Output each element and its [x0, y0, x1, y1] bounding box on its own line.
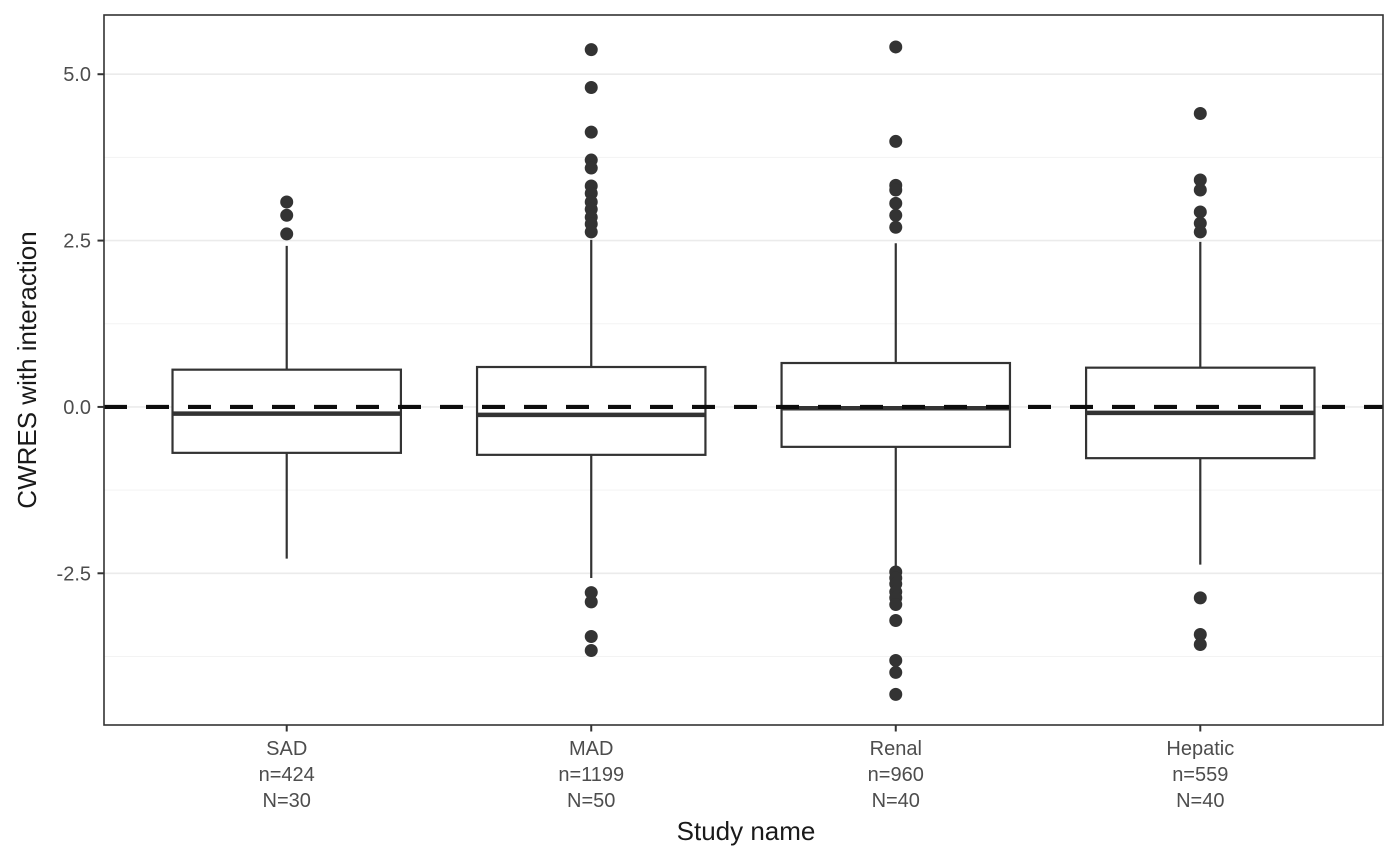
outlier-point [889, 665, 903, 679]
x-axis-title: Study name [676, 816, 816, 846]
x-tick-label-line: SAD [266, 738, 307, 760]
outlier-point [280, 227, 294, 241]
x-axis: SAD n=424 N=30 MAD n=1199 N=50 Renal n=960 N=40 H… [259, 725, 1234, 812]
panel-border [103, 14, 1384, 726]
y-tick-label: 0.0 [63, 397, 91, 419]
outlier-point [280, 195, 294, 209]
outlier-point [889, 598, 903, 612]
boxplot-hepatic [1084, 106, 1316, 651]
outlier-point [584, 225, 598, 239]
outlier-point [584, 43, 598, 57]
x-tick-label-line: MAD [569, 738, 613, 760]
outlier-point [584, 629, 598, 643]
outlier-point [889, 614, 903, 628]
x-tick-label-line: N=50 [567, 790, 615, 812]
outlier-point [889, 208, 903, 222]
outlier-point [584, 161, 598, 175]
outlier-point [1193, 205, 1207, 219]
outlier-point [584, 586, 598, 600]
x-tick-label-line: n=424 [259, 764, 315, 786]
boxplot-mad [475, 43, 707, 657]
x-tick-label-line: N=30 [263, 790, 311, 812]
x-tick-label-line: n=1199 [558, 764, 624, 786]
y-tick-label: -2.5 [57, 563, 91, 585]
x-tick-label-line: Renal [870, 738, 922, 760]
x-tick-label-line: N=40 [1176, 790, 1224, 812]
x-tick-label-line: Hepatic [1166, 738, 1234, 760]
y-tick-label: 5.0 [63, 64, 91, 86]
y-axis: 5.0 2.5 0.0 -2.5 [57, 64, 104, 585]
outlier-point [889, 134, 903, 148]
boxplot-sad [171, 195, 403, 559]
y-grid-minor [104, 156, 1383, 657]
outlier-point [889, 687, 903, 701]
outlier-point [1193, 173, 1207, 187]
box-iqr [780, 361, 1012, 448]
outlier-point [584, 643, 598, 657]
outlier-point [889, 220, 903, 234]
outlier-point [1193, 591, 1207, 605]
outlier-point [280, 208, 294, 222]
outlier-point [889, 40, 903, 54]
outlier-point [889, 653, 903, 667]
x-tick-label-line: n=960 [868, 764, 924, 786]
box-iqr [171, 368, 403, 454]
outlier-point [584, 125, 598, 139]
outlier-point [889, 183, 903, 197]
outlier-point [584, 595, 598, 609]
x-tick-label-line: n=559 [1172, 764, 1228, 786]
outlier-point [1193, 628, 1207, 642]
y-axis-title: CWRES with interaction [12, 231, 42, 509]
outlier-point [1193, 183, 1207, 197]
outlier-point [1193, 637, 1207, 651]
x-tick-label-line: N=40 [872, 790, 920, 812]
box-iqr [475, 365, 707, 456]
outlier-point [889, 196, 903, 210]
y-tick-label: 2.5 [63, 231, 91, 253]
outlier-point [1193, 225, 1207, 239]
outlier-point [1193, 106, 1207, 120]
outlier-point [584, 81, 598, 95]
